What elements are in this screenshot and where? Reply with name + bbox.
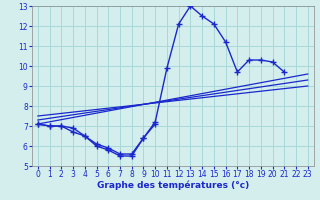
- X-axis label: Graphe des températures (°c): Graphe des températures (°c): [97, 181, 249, 190]
